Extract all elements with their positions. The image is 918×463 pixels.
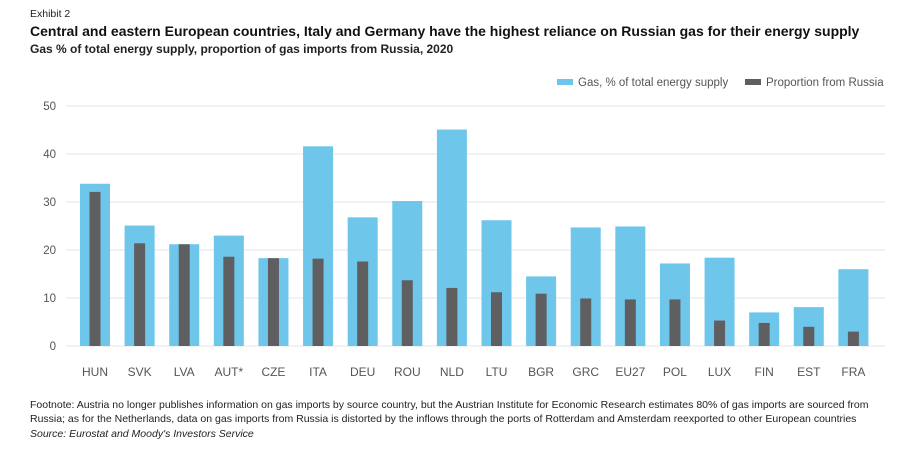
y-axis: 0 10 20 30 40 50 xyxy=(43,101,56,353)
bar-russia-pol xyxy=(669,299,681,346)
exhibit-label: Exhibit 2 xyxy=(30,8,71,20)
bar-russia-aut xyxy=(223,256,235,346)
y-tick-label: 30 xyxy=(43,197,56,209)
x-tick-label: AUT* xyxy=(214,365,243,379)
x-tick-label: HUN xyxy=(82,365,108,379)
x-tick-label: NLD xyxy=(440,365,464,379)
x-tick-label: POL xyxy=(663,365,687,379)
bar-russia-ita xyxy=(312,258,324,346)
x-tick-label: ROU xyxy=(394,365,421,379)
bar-russia-fin xyxy=(758,322,770,346)
bar-chart: Gas, % of total energy supply Proportion… xyxy=(43,77,885,379)
bar-russia-est xyxy=(803,326,815,346)
bar-russia-lux xyxy=(714,320,726,346)
y-tick-label: 10 xyxy=(43,293,56,305)
x-tick-label: EST xyxy=(797,365,821,379)
bar-russia-cze xyxy=(267,258,279,346)
source-note: Source: Eurostat and Moody's Investors S… xyxy=(30,428,254,440)
x-tick-label: LVA xyxy=(174,365,195,379)
bar-russia-eu27 xyxy=(624,299,636,346)
bar-russia-lva xyxy=(178,244,190,346)
x-tick-label: GRC xyxy=(572,365,599,379)
y-tick-label: 40 xyxy=(43,149,56,161)
legend: Gas, % of total energy supply Proportion… xyxy=(557,77,884,89)
x-tick-label: FIN xyxy=(754,365,773,379)
legend-label-russia: Proportion from Russia xyxy=(766,77,884,89)
x-axis: HUN SVK LVA AUT* CZE ITA DEU ROU NLD LTU BGR GRC EU2… xyxy=(82,365,865,379)
bar-russia-rou xyxy=(401,280,413,346)
x-tick-label: DEU xyxy=(350,365,375,379)
x-tick-label: LUX xyxy=(708,365,731,379)
chart-title: Central and eastern European countries, … xyxy=(30,23,860,39)
bar-russia-nld xyxy=(446,287,458,346)
x-tick-label: LTU xyxy=(486,365,508,379)
gridlines xyxy=(66,105,885,347)
y-tick-label: 20 xyxy=(43,245,56,257)
x-tick-label: FRA xyxy=(841,365,865,379)
bar-russia-grc xyxy=(580,298,592,346)
legend-swatch-gas xyxy=(557,79,573,85)
x-tick-label: BGR xyxy=(528,365,554,379)
chart-subtitle: Gas % of total energy supply, proportion… xyxy=(30,42,454,56)
bar-russia-hun xyxy=(89,191,101,346)
legend-label-gas: Gas, % of total energy supply xyxy=(578,77,728,89)
bar-russia-ltu xyxy=(491,292,502,346)
bar-russia-svk xyxy=(134,243,146,346)
bar-russia-fra xyxy=(847,331,859,346)
x-tick-label: EU27 xyxy=(615,365,645,379)
bar-russia-bgr xyxy=(535,293,547,346)
bar-russia-deu xyxy=(357,261,369,346)
bars xyxy=(80,129,869,346)
x-tick-label: CZE xyxy=(261,365,285,379)
y-tick-label: 50 xyxy=(43,101,56,113)
y-tick-label: 0 xyxy=(50,341,56,353)
x-tick-label: SVK xyxy=(128,365,152,379)
legend-swatch-russia xyxy=(745,79,761,85)
footnote: Footnote: Austria no longer publishes in… xyxy=(30,399,869,425)
x-tick-label: ITA xyxy=(309,365,327,379)
